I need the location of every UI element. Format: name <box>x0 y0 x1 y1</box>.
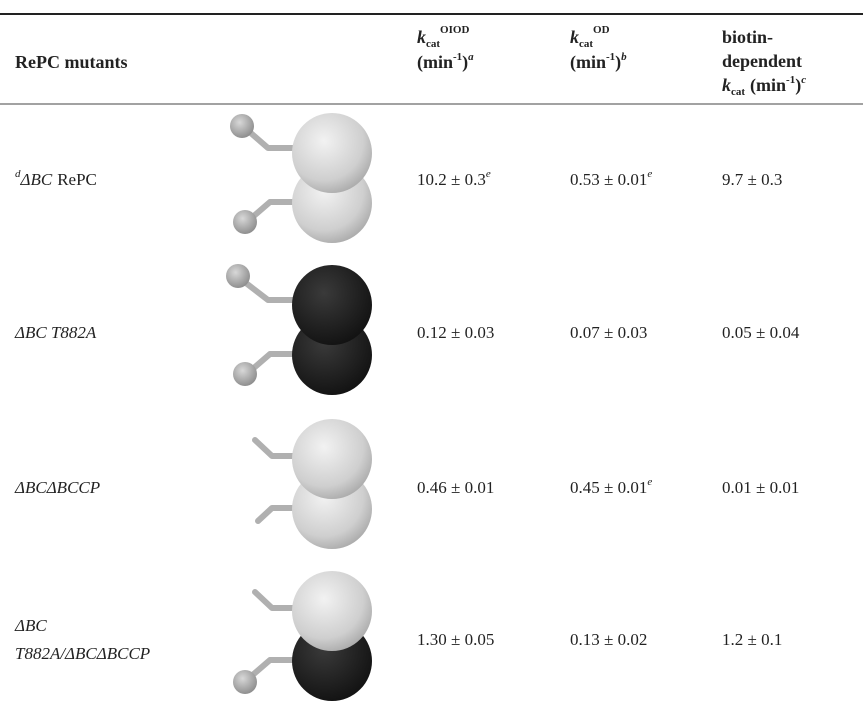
footnote-mark: b <box>621 51 627 63</box>
mutant-icon <box>233 571 372 701</box>
header-line: kcat OIOD <box>417 24 470 51</box>
unit-close: ) <box>615 52 622 72</box>
value: 9.7 ± 0.3 <box>722 170 783 189</box>
unit-close: ) <box>795 75 802 95</box>
unit-exponent: -1 <box>786 74 796 86</box>
header-line: (min-1)a <box>417 51 474 76</box>
footnote-mark: e <box>485 168 491 180</box>
header-line: biotin- <box>722 27 774 47</box>
value-cell: 0.05 ± 0.04 <box>722 322 799 344</box>
k-subscript: cat <box>426 38 441 50</box>
name-part: ΔBCΔBCCP <box>15 478 101 497</box>
value: 0.07 ± 0.03 <box>570 323 648 342</box>
k-subscript: cat <box>579 38 594 50</box>
value: 0.45 ± 0.01 <box>570 478 648 497</box>
mutant-name: ΔBC <box>15 615 47 637</box>
k-symbol: k <box>417 27 426 47</box>
value-cell: 0.46 ± 0.01 <box>417 477 494 499</box>
footnote-mark: d <box>15 168 21 180</box>
mutant-icon <box>226 264 372 395</box>
unit: (min <box>417 52 453 72</box>
k-symbol: k <box>722 75 731 95</box>
name-part: ΔBC <box>20 170 53 189</box>
value-cell: 9.7 ± 0.3 <box>722 169 782 191</box>
value-cell: 10.2 ± 0.3e <box>417 168 491 193</box>
k-symbol: k <box>570 27 579 47</box>
name-part: T882A/ΔBCΔBCCP <box>15 644 151 663</box>
unit-exponent: -1 <box>453 51 463 63</box>
k-superscript: OD <box>593 24 610 36</box>
mutant-name: ΔBC T882A <box>15 322 96 344</box>
value-cell: 0.07 ± 0.03 <box>570 322 647 344</box>
header-line: dependent <box>722 51 803 71</box>
mutant-name: dΔBC RePC <box>15 168 97 193</box>
footnote-mark: a <box>468 51 474 63</box>
value: 0.01 ± 0.01 <box>722 478 800 497</box>
value: 0.13 ± 0.02 <box>570 630 648 649</box>
header-line: kcat (min-1)c <box>722 74 806 99</box>
value-cell: 0.01 ± 0.01 <box>722 477 799 499</box>
unit: (min <box>570 52 606 72</box>
mutant-icon <box>230 113 372 243</box>
value: 0.53 ± 0.01 <box>570 170 648 189</box>
header-line: (min-1)b <box>570 51 627 76</box>
footnote-mark: c <box>801 74 807 86</box>
column-header: RePC mutants <box>15 52 128 72</box>
value-cell: 1.30 ± 0.05 <box>417 629 494 651</box>
value: 1.30 ± 0.05 <box>417 630 495 649</box>
footnote-mark: e <box>647 476 653 488</box>
unit-close: ) <box>462 52 469 72</box>
value-cell: 1.2 ± 0.1 <box>722 629 782 651</box>
value-cell: 0.13 ± 0.02 <box>570 629 647 651</box>
value-cell: 0.53 ± 0.01e <box>570 168 653 193</box>
value-cell: 0.12 ± 0.03 <box>417 322 494 344</box>
mutant-name: T882A/ΔBCΔBCCP <box>15 643 150 665</box>
name-part: RePC <box>57 170 97 189</box>
mutant-icon <box>252 419 372 549</box>
unit: (min <box>750 75 787 95</box>
k-superscript: OIOD <box>440 24 470 36</box>
name-part: ΔBC <box>15 616 47 635</box>
value: 0.46 ± 0.01 <box>417 478 495 497</box>
value-cell: 0.45 ± 0.01e <box>570 476 653 501</box>
name-part: ΔBC T882A <box>15 323 97 342</box>
header-line: kcat OD <box>570 24 610 51</box>
k-subscript: cat <box>731 86 746 98</box>
value: 0.05 ± 0.04 <box>722 323 800 342</box>
value: 10.2 ± 0.3 <box>417 170 486 189</box>
value: 1.2 ± 0.1 <box>722 630 783 649</box>
unit-exponent: -1 <box>606 51 616 63</box>
mutant-name: ΔBCΔBCCP <box>15 477 100 499</box>
footnote-mark: e <box>647 168 653 180</box>
value: 0.12 ± 0.03 <box>417 323 495 342</box>
